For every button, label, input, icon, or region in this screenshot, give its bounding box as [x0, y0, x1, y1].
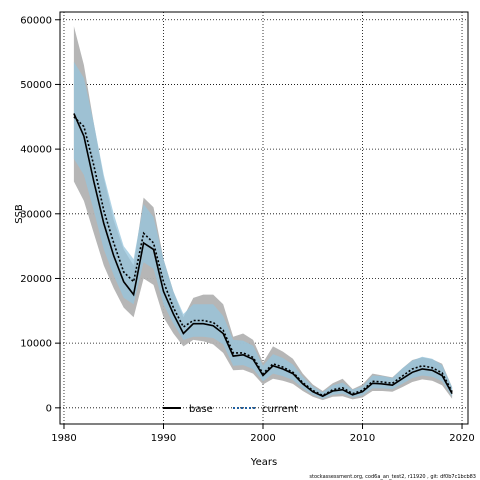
- x-tick-label: 2010: [350, 433, 375, 444]
- y-tick-label: 60000: [20, 15, 52, 26]
- confidence-bands: [73, 26, 453, 401]
- y-axis-label: SSB: [14, 204, 25, 224]
- y-axis-ticks: 0 10000 20000 30000 40000 50000 60000: [20, 15, 60, 414]
- plot-frame: [59, 11, 469, 425]
- x-tick-label: 1980: [51, 433, 76, 444]
- legend: base current: [163, 404, 298, 415]
- current-confidence-band: [73, 61, 453, 399]
- y-tick-label: 50000: [20, 80, 52, 91]
- series-lines: [73, 113, 453, 398]
- legend-current-label: current: [262, 404, 298, 415]
- x-tick-label: 2020: [449, 433, 474, 444]
- base-line: [73, 113, 453, 398]
- x-axis-label: Years: [250, 457, 277, 468]
- current-line: [73, 116, 453, 397]
- grid-lines: [60, 12, 468, 424]
- y-tick-label: 30000: [20, 209, 52, 220]
- y-tick-label: 0: [46, 403, 52, 414]
- y-tick-label: 20000: [20, 274, 52, 285]
- x-tick-label: 2000: [250, 433, 275, 444]
- x-axis-ticks: 1980 1990 2000 2010 2020: [51, 424, 475, 444]
- x-tick-label: 1990: [151, 433, 176, 444]
- legend-base-label: base: [189, 404, 213, 415]
- y-tick-label: 10000: [20, 339, 52, 350]
- y-tick-label: 40000: [20, 145, 52, 156]
- plot-background: [60, 12, 468, 424]
- footnote: stockassessment.org, cod6a_an_test2, r11…: [309, 474, 476, 480]
